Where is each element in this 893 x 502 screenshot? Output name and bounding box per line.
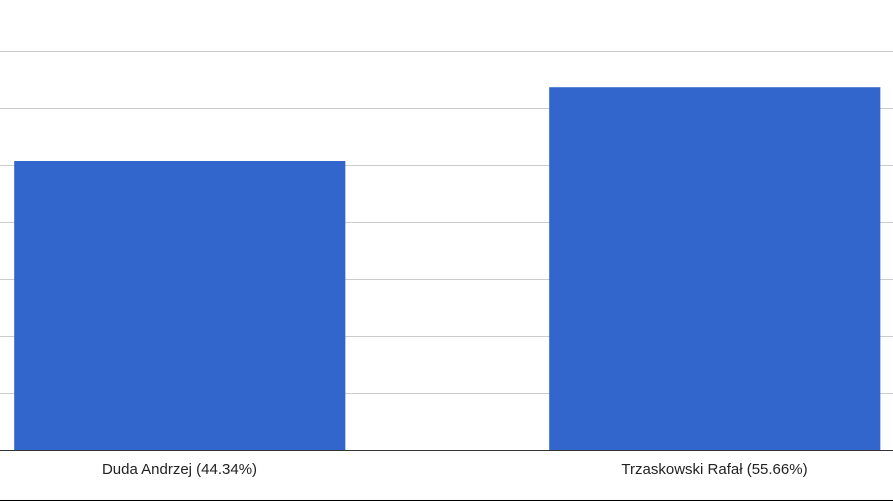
x-tick-label: Duda Andrzej (44.34%) <box>102 461 257 478</box>
bar <box>14 160 346 450</box>
bar <box>549 87 881 450</box>
x-tick-label: Trzaskowski Rafał (55.66%) <box>621 461 807 478</box>
